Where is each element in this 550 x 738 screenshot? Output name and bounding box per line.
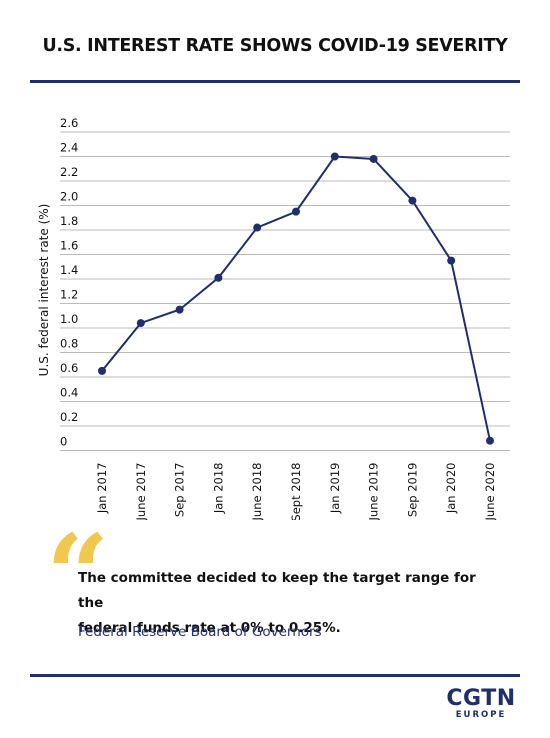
data-point	[175, 305, 184, 314]
x-tick-label: Jan 2017	[95, 463, 109, 515]
series-line	[101, 155, 491, 441]
y-tick-label: 0.6	[60, 361, 78, 375]
y-tick-label: 1.4	[60, 263, 78, 277]
chart-title: U.S. INTEREST RATE SHOWS COVID-19 SEVERI…	[42, 36, 508, 56]
y-tick-label: 0.8	[60, 337, 78, 351]
y-tick-label: 0.4	[60, 386, 78, 400]
y-tick-label: 2.2	[60, 165, 78, 179]
cgtn-logo: CGTN EUROPE	[440, 686, 522, 721]
data-point	[369, 154, 378, 163]
data-point	[408, 196, 417, 205]
data-point	[253, 223, 262, 232]
x-tick-label: June 2019	[367, 463, 381, 521]
y-tick-label: 0	[60, 435, 67, 449]
data-point	[136, 319, 145, 328]
y-axis-label: U.S. federal interest rate (%)	[37, 204, 51, 377]
y-tick-label: 1.6	[60, 239, 78, 253]
x-tick-label: Sep 2017	[173, 463, 187, 518]
y-tick-label: 1.8	[60, 214, 78, 228]
quote-line-1: The committee decided to keep the target…	[78, 570, 476, 611]
y-tick-label: 1.0	[60, 312, 78, 326]
x-axis-ticks: Jan 2017 June 2017 Sep 2017 Jan 2018 June 20…	[95, 463, 497, 521]
y-tick-label: 1.2	[60, 288, 78, 302]
data-point	[330, 152, 339, 161]
x-tick-label: June 2018	[250, 463, 264, 521]
y-tick-label: 2.0	[60, 190, 78, 204]
line-chart: 2.6 2.4 2.2 2.0 1.8 1.6 1.4 1.2 1.0 0.8 0.6 0.4 0.2 0…	[37, 116, 510, 521]
top-divider	[30, 80, 520, 83]
quote-line-2: federal funds rate at 0% to 0.25%.	[78, 620, 341, 636]
logo-sub-text: EUROPE	[455, 710, 507, 720]
x-tick-label: Jan 2018	[211, 463, 225, 515]
y-axis-ticks: 2.6 2.4 2.2 2.0 1.8 1.6 1.4 1.2 1.0 0.8 0.6 0.4 0.2 0	[60, 116, 78, 449]
data-point	[486, 436, 494, 445]
y-tick-label: 2.6	[60, 116, 78, 130]
x-tick-label: June 2020	[483, 463, 497, 521]
x-tick-label: June 2017	[134, 463, 148, 521]
y-tick-label: 0.2	[60, 410, 78, 424]
x-tick-label: Sept 2018	[289, 463, 303, 521]
series-layer	[98, 152, 494, 445]
data-point	[292, 207, 300, 216]
quote-source: Federal Reserve Board of Governors	[78, 624, 322, 640]
quote-mark-icon: “	[46, 510, 110, 639]
gridlines	[60, 131, 510, 451]
bottom-divider	[30, 674, 520, 677]
logo-main-text: CGTN	[446, 686, 516, 711]
data-point	[447, 256, 456, 265]
x-tick-label: Sep 2019	[405, 463, 419, 518]
y-tick-label: 2.4	[60, 141, 78, 155]
x-tick-label: Jan 2019	[328, 463, 342, 515]
data-point	[214, 273, 223, 282]
x-tick-label: Jan 2020	[444, 463, 458, 515]
quote-text: The committee decided to keep the target…	[78, 566, 498, 641]
data-point	[98, 366, 106, 375]
